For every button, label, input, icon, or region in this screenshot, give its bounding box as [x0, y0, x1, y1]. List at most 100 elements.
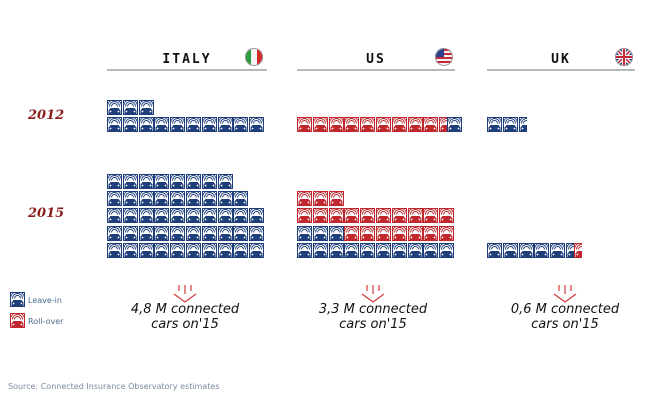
car-icon-italy-2012-12 — [138, 98, 154, 119]
car-icon-italy-2015-24 — [170, 207, 186, 227]
car-icon-italy-2015-23 — [154, 207, 170, 227]
car-icon-italy-2015-26 — [201, 207, 217, 227]
car-icon-italy-2015-36 — [201, 190, 217, 210]
car-icon-us-2015-13 — [344, 224, 360, 245]
car-icon-us-2015-31 — [312, 190, 328, 210]
car-icon-italy-2015-35 — [186, 190, 201, 210]
total-italy: 4,8 M connected cars on'15 — [115, 302, 255, 332]
car-icon-us-2015-22 — [328, 207, 344, 227]
car-icon-italy-2015-21 — [122, 207, 138, 227]
car-icon-italy-2015-34 — [170, 190, 186, 210]
car-icon-italy-2015-20 — [107, 207, 122, 227]
car-icon-italy-2015-1 — [122, 242, 138, 262]
car-icon-italy-2012-9 — [249, 116, 265, 136]
country-name-italy: ITALY — [162, 52, 212, 67]
car-icon-italy-2015-28 — [233, 207, 249, 227]
header-uk: UK — [487, 48, 635, 71]
car-icon-us-2015-25 — [376, 207, 391, 227]
source-note: Source: Connected Insurance Observatory … — [8, 382, 220, 391]
down-arrow-icon — [360, 284, 386, 304]
car-icon-italy-2015-4 — [170, 242, 186, 262]
car-icon-italy-2015-11 — [122, 224, 138, 245]
car-icon-italy-2012-7 — [217, 116, 233, 136]
car-icon-italy-2015-22 — [138, 207, 154, 227]
car-icon-us-2015-30 — [297, 190, 312, 210]
car-icon-us-2015-24 — [360, 207, 376, 227]
car-icon-italy-2015-15 — [186, 224, 201, 245]
car-icon-us-2015-9 — [439, 242, 455, 262]
car-icon-italy-2015-8 — [233, 242, 249, 262]
legend-swatch-roll-over — [10, 312, 25, 332]
car-icon-italy-2015-10 — [107, 224, 122, 245]
car-icon-italy-2012-2 — [138, 116, 154, 136]
car-icon-us-2015-21 — [312, 207, 328, 227]
car-icon-us-2012-8 — [423, 116, 439, 136]
year-label-2012: 2012 — [28, 108, 65, 123]
car-icon-italy-2015-7 — [217, 242, 233, 262]
car-icon-uk-2012-1 — [502, 116, 518, 136]
legend-label-leave-in: Leave-in — [28, 296, 62, 305]
car-icon-italy-2015-12 — [138, 224, 154, 245]
car-icon-italy-2015-39 — [107, 172, 122, 193]
car-icon-italy-2015-18 — [233, 224, 249, 245]
car-icon-uk-2015-2 — [518, 242, 534, 262]
car-icon-italy-2015-42 — [154, 172, 170, 193]
car-icon-italy-2015-44 — [186, 172, 201, 193]
car-icon-us-2012-5 — [376, 116, 391, 136]
car-icon-us-2012-9 — [439, 116, 455, 136]
car-icon-italy-2015-17 — [217, 224, 233, 245]
car-icon-us-2015-18 — [423, 224, 439, 245]
car-icon-italy-2015-9 — [249, 242, 265, 262]
down-arrow-icon — [552, 284, 578, 304]
car-icon-italy-2015-43 — [170, 172, 186, 193]
car-icon-us-2015-17 — [407, 224, 423, 245]
car-icon-italy-2015-0 — [107, 242, 122, 262]
car-icon-us-2015-10 — [297, 224, 312, 245]
car-icon-italy-2015-31 — [122, 190, 138, 210]
total-us-line2: cars on'15 — [339, 317, 407, 332]
us-flag-icon — [435, 48, 453, 66]
car-icon-italy-2015-5 — [186, 242, 201, 262]
car-icon-us-2015-15 — [376, 224, 391, 245]
car-icon-us-2012-0 — [297, 116, 312, 136]
car-icon-italy-2012-5 — [186, 116, 201, 136]
car-icon-italy-2015-46 — [217, 172, 233, 193]
car-icon-italy-2015-33 — [154, 190, 170, 210]
car-icon-us-2015-7 — [407, 242, 423, 262]
total-us: 3,3 M connected cars on'15 — [303, 302, 443, 332]
car-icon-us-2015-16 — [391, 224, 407, 245]
total-uk-line2: cars on'15 — [531, 317, 599, 332]
car-icon-us-2012-3 — [344, 116, 360, 136]
car-icon-us-2012-4 — [360, 116, 376, 136]
car-icon-uk-2015-5 — [566, 242, 581, 262]
car-icon-italy-2015-3 — [154, 242, 170, 262]
car-icon-us-2015-6 — [391, 242, 407, 262]
car-icon-uk-2012-0 — [487, 116, 502, 136]
italy-flag-icon — [245, 48, 263, 66]
car-icon-italy-2015-40 — [122, 172, 138, 193]
total-italy-line1: 4,8 M connected — [130, 302, 240, 317]
car-icon-italy-2015-2 — [138, 242, 154, 262]
car-icon-us-2012-10 — [447, 116, 463, 136]
car-icon-us-2015-26 — [391, 207, 407, 227]
car-icon-italy-2015-27 — [217, 207, 233, 227]
car-icon-italy-2012-10 — [107, 98, 122, 119]
car-icon-italy-2012-11 — [122, 98, 138, 119]
car-icon-italy-2015-19 — [249, 224, 265, 245]
car-icon-italy-2015-38 — [233, 190, 249, 210]
car-icon-italy-2015-45 — [201, 172, 217, 193]
car-icon-us-2015-0 — [297, 242, 312, 262]
car-icon-us-2015-2 — [328, 242, 344, 262]
header-italy: ITALY — [107, 48, 267, 71]
total-us-line1: 3,3 M connected — [318, 302, 428, 317]
car-icon-italy-2012-4 — [170, 116, 186, 136]
car-icon-italy-2012-0 — [107, 116, 122, 136]
car-icon-us-2015-12 — [328, 224, 344, 245]
car-icon-italy-2015-41 — [138, 172, 154, 193]
car-icon-us-2015-3 — [344, 242, 360, 262]
car-icon-us-2015-4 — [360, 242, 376, 262]
total-uk: 0,6 M connected cars on'15 — [495, 302, 635, 332]
car-icon-italy-2015-29 — [249, 207, 265, 227]
year-label-2015: 2015 — [28, 206, 65, 221]
car-icon-us-2012-1 — [312, 116, 328, 136]
